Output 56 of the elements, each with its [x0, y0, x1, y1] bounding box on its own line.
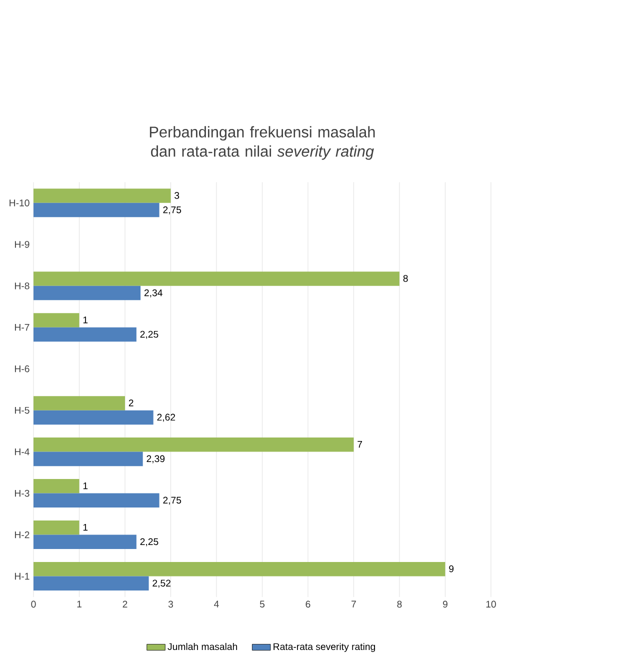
bar: [33, 327, 136, 342]
data-label: 2,75: [163, 496, 181, 505]
y-tick-label: H-2: [14, 531, 30, 538]
data-label: 1: [83, 482, 88, 490]
y-tick-label: H-6: [14, 365, 30, 372]
chart-title: Perbandingan frekuensi masalah dan rata-rata nilai severity rating: [150, 126, 375, 160]
data-label: 1: [83, 524, 88, 531]
data-label: 2,25: [140, 538, 158, 546]
x-tick-label: 1: [77, 600, 82, 608]
x-tick-label: 10: [486, 600, 496, 608]
data-label: 2,39: [146, 455, 164, 464]
data-label: 2,75: [163, 206, 181, 214]
bar: [33, 202, 160, 218]
x-tick-label: 8: [397, 600, 402, 608]
y-tick-label: H-4: [14, 448, 30, 456]
bar: [33, 188, 171, 203]
y-tick-label: H-5: [14, 406, 30, 414]
data-label: 2,34: [144, 289, 162, 298]
bar: [33, 562, 446, 576]
bar: [33, 479, 80, 494]
x-tick-label: 2: [122, 600, 128, 608]
bar: [33, 534, 136, 550]
data-label: 2: [128, 399, 134, 406]
legend-label: Jumlah masalah: [167, 642, 237, 650]
bar: [33, 272, 400, 286]
y-tick-label: H-7: [14, 324, 30, 331]
data-label: 3: [174, 192, 179, 199]
x-tick-label: 5: [260, 600, 264, 608]
x-tick-label: 7: [351, 600, 356, 608]
legend-label: Rata-rata severity rating: [273, 642, 375, 652]
x-tick-label: 4: [214, 600, 219, 608]
x-tick-label: 3: [168, 600, 173, 608]
bar: [33, 576, 149, 590]
x-tick-label: 0: [31, 600, 36, 608]
y-tick-label: H-9: [14, 240, 30, 248]
data-label: 2,25: [140, 330, 158, 339]
bar: [33, 286, 140, 300]
bar: [33, 410, 154, 425]
data-label: 7: [357, 441, 362, 448]
data-label: 8: [403, 275, 408, 282]
x-tick-label: 6: [306, 600, 310, 608]
y-tick-label: H-3: [14, 490, 30, 497]
data-label: 2,52: [152, 580, 170, 588]
x-tick-label: 9: [442, 600, 448, 608]
bar: [33, 520, 80, 535]
bar: [33, 452, 143, 466]
bar: [33, 438, 354, 452]
data-label: 9: [448, 565, 454, 572]
data-label: 1: [83, 316, 88, 324]
bar: [33, 493, 160, 508]
bar: [33, 313, 80, 328]
bar: [33, 396, 125, 410]
y-tick-label: H-10: [9, 200, 30, 206]
y-tick-label: H-1: [14, 572, 30, 580]
y-tick-label: H-8: [14, 282, 30, 290]
data-label: 2,62: [157, 414, 175, 422]
